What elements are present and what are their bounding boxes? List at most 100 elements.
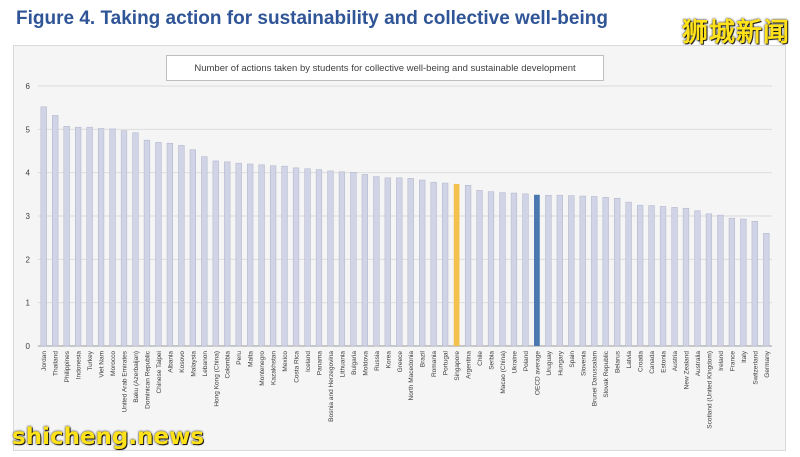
x-tick-label: Montenegro — [259, 351, 266, 386]
bar-philippines — [63, 126, 70, 347]
x-tick-label: Uruguay — [546, 350, 553, 375]
bar-thailand — [52, 115, 59, 347]
bar-jordan — [40, 106, 47, 347]
x-tick-label: Viet Nam — [99, 351, 106, 378]
x-tick-label: Bulgaria — [351, 351, 358, 375]
bar-colombia — [224, 161, 231, 347]
x-tick-label: Ireland — [718, 351, 725, 371]
x-tick-label: Poland — [523, 351, 530, 372]
bar-brunei-darussalam — [591, 196, 598, 347]
bar-estonia — [659, 206, 667, 347]
bar-croatia — [636, 204, 644, 347]
bar-lebanon — [201, 156, 208, 347]
bar-latvia — [625, 201, 632, 347]
bar-oecd-average — [534, 194, 540, 346]
bar-new-zealand — [682, 207, 690, 347]
x-tick-label: Germany — [764, 350, 771, 377]
x-tick-label: Panama — [316, 351, 323, 376]
x-tick-label: Lithuania — [339, 351, 346, 378]
x-tick-label: Canada — [649, 351, 656, 374]
x-tick-label: Austria — [672, 351, 679, 372]
figure-title: Figure 4. Taking action for sustainabili… — [16, 8, 608, 29]
bar-uruguay — [545, 194, 552, 347]
x-tick-label: Greece — [397, 351, 404, 373]
bar-macao-china — [499, 192, 506, 347]
bar-kazakhstan — [269, 165, 277, 347]
x-tick-label: North Macedonia — [408, 351, 415, 401]
bar-peru — [235, 162, 242, 347]
y-tick-labels: 0 1 2 3 4 5 6 — [26, 82, 31, 351]
x-tick-label: Kosovo — [179, 351, 186, 373]
x-tick-label: Switzerland — [752, 351, 759, 385]
x-tick-label: Slovak Republic — [603, 350, 610, 397]
x-tick-label: Costa Rica — [294, 351, 301, 383]
x-tick-label: Russia — [374, 351, 381, 371]
x-tick-label: Moldova — [362, 351, 369, 376]
bar-indonesia — [75, 126, 82, 347]
bar-france — [728, 217, 735, 347]
x-tick-label: Ukraine — [511, 351, 518, 374]
x-tick-label: Spain — [569, 351, 576, 368]
bar-canada — [648, 205, 655, 347]
x-tick-label: Australia — [695, 351, 702, 377]
x-tick-label: Brazil — [420, 350, 427, 367]
bar-australia — [694, 210, 701, 347]
bar-korea — [384, 177, 391, 347]
x-tick-label: Korea — [385, 351, 392, 369]
x-tick-label: Latvia — [626, 351, 633, 369]
x-tick-label: Hong Kong (China) — [213, 351, 220, 407]
bar-chinese-taipei — [155, 142, 162, 347]
x-tick-label: Indonesia — [76, 351, 83, 380]
watermark-logo-en: shicheng.news — [12, 424, 205, 450]
x-tick-label: Colombia — [225, 351, 232, 379]
x-tick-label: Iceland — [305, 351, 312, 372]
x-tick-label: United Arab Emirates — [122, 350, 129, 412]
bar-layer — [40, 106, 770, 347]
x-tick-label: Malta — [248, 351, 255, 367]
x-tick-label: Singapore — [454, 351, 461, 381]
bar-greece — [396, 177, 403, 347]
x-tick-label: Peru — [236, 351, 243, 365]
x-tick-label: Morocco — [110, 351, 117, 376]
y-tick-label: 1 — [26, 299, 31, 308]
y-tick-label: 0 — [26, 342, 31, 351]
bar-lithuania — [338, 171, 346, 347]
bar-russia — [373, 176, 380, 347]
bar-malaysia — [189, 149, 196, 347]
x-tick-label: Jordan — [41, 351, 48, 371]
bar-serbia — [487, 191, 495, 347]
bar-viet-nam — [97, 128, 105, 347]
x-tick-label: Turkey — [87, 350, 94, 370]
x-tick-labels: Jordan Thailand Philippines Indonesia Turkey… — [41, 350, 771, 428]
y-tick-label: 6 — [26, 82, 31, 91]
x-tick-label: Estonia — [661, 351, 668, 373]
x-tick-label: France — [729, 351, 736, 372]
y-tick-label: 4 — [26, 169, 31, 178]
x-tick-label: Mexico — [282, 351, 289, 372]
x-tick-label: Thailand — [53, 351, 60, 376]
x-tick-label: Portugal — [443, 350, 450, 375]
x-tick-label: Philippines — [64, 350, 71, 382]
bar-north-macedonia — [407, 178, 414, 347]
bar-ukraine — [510, 192, 518, 347]
bar-malta — [247, 163, 254, 347]
bar-iceland — [304, 168, 311, 347]
bar-costa-rica — [292, 167, 300, 347]
chart-title: Number of actions taken by students for … — [194, 62, 576, 74]
chart-title-box: Number of actions taken by students for … — [166, 55, 604, 81]
x-tick-label: Serbia — [489, 351, 496, 370]
bar-argentina — [464, 184, 472, 347]
watermark-logo-cn: 狮城新闻 — [681, 18, 790, 48]
bar-moldova — [361, 174, 368, 347]
y-tick-label: 3 — [26, 212, 31, 221]
x-tick-label: Baku (Azerbaijan) — [133, 351, 140, 403]
x-tick-label: Bosnia and Herzegovina — [328, 351, 335, 422]
bar-chart: 0 1 2 3 4 5 6 Jordan Thailand Philippines Indones… — [26, 82, 772, 429]
bar-germany — [763, 233, 770, 347]
bar-belarus — [614, 197, 621, 347]
x-tick-label: Croatia — [638, 351, 645, 372]
bar-hungary — [556, 194, 563, 347]
bar-morocco — [109, 128, 116, 347]
chart-panel: 0 1 2 3 4 5 6 Jordan Thailand Philippines Indones… — [13, 45, 786, 451]
x-tick-label: Chile — [477, 351, 484, 366]
